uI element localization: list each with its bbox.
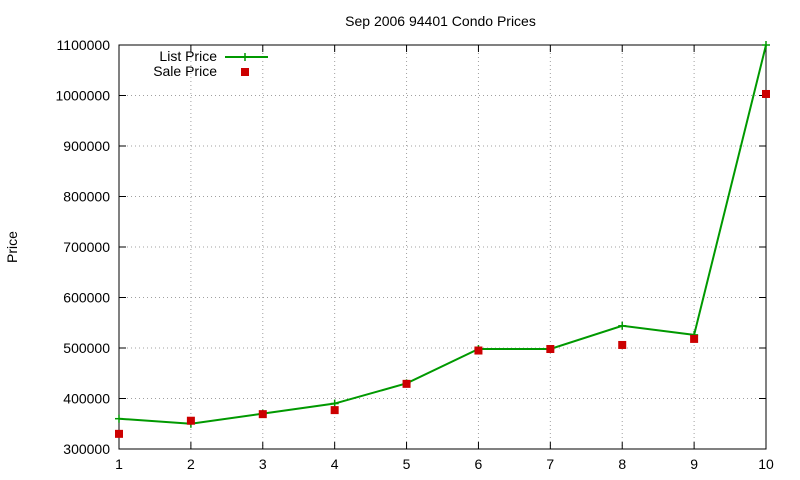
- sale-price-point: [186, 416, 195, 425]
- list-price-point: [618, 321, 627, 330]
- y-tick-label: 500000: [63, 340, 110, 356]
- legend-label-sale-price: Sale Price: [153, 63, 217, 79]
- x-tick-label: 5: [403, 456, 411, 472]
- x-tick-label: 1: [115, 456, 123, 472]
- legend-marker-list-price: [241, 53, 249, 61]
- sale-price-point: [115, 429, 123, 438]
- y-tick-label: 600000: [63, 290, 110, 306]
- sale-price-point: [546, 345, 555, 354]
- x-tick-label: 4: [331, 456, 339, 472]
- sale-price-point: [402, 379, 411, 388]
- x-tick-label: 8: [618, 456, 626, 472]
- sale-price-point: [258, 410, 267, 419]
- sale-price-point: [474, 346, 483, 355]
- y-axis-label: Price: [4, 231, 20, 263]
- y-tick-label: 800000: [63, 189, 110, 205]
- list-price-point: [762, 41, 770, 49]
- x-tick-label: 7: [546, 456, 554, 472]
- x-tick-label: 9: [690, 456, 698, 472]
- plot-border: [118, 44, 767, 450]
- y-tick-label: 400000: [63, 391, 110, 407]
- x-tick-label: 10: [758, 456, 774, 472]
- y-tick-label: 300000: [63, 441, 110, 457]
- x-tick-label: 3: [259, 456, 267, 472]
- y-tick-label: 900000: [63, 138, 110, 154]
- axes: 300000 400000 500000 600000 700000 800000 9000…: [55, 37, 774, 472]
- chart-title: Sep 2006 94401 Condo Prices: [345, 13, 536, 29]
- list-price-point: [115, 414, 123, 423]
- y-tick-label: 1100000: [57, 37, 111, 53]
- legend: List Price Sale Price: [153, 48, 268, 79]
- legend-label-list-price: List Price: [159, 48, 217, 64]
- y-tick-label: 1000000: [55, 88, 110, 104]
- x-tick-label: 6: [475, 456, 483, 472]
- sale-price-point: [762, 89, 770, 98]
- grid-lines: [119, 45, 766, 449]
- sale-price-point: [690, 334, 699, 343]
- x-tick-label: 2: [187, 456, 195, 472]
- y-tick-label: 700000: [63, 239, 110, 255]
- sale-price-point: [618, 340, 627, 349]
- series: [115, 41, 770, 438]
- legend-marker-sale-price: [241, 68, 249, 76]
- list-price-line: [118, 44, 767, 425]
- sale-price-point: [330, 406, 339, 415]
